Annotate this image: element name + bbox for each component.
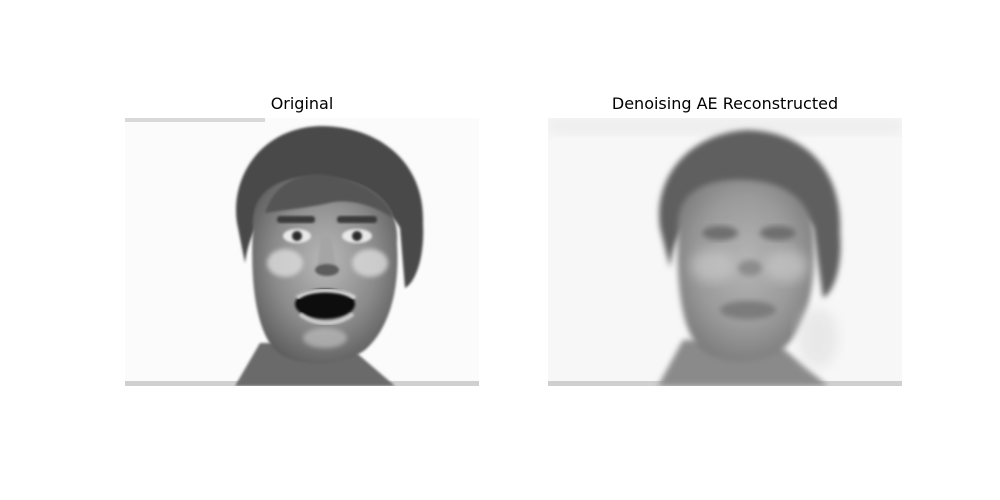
reconstructed-panel: Denoising AE Reconstructed bbox=[548, 93, 902, 389]
original-face-image bbox=[125, 118, 479, 386]
original-panel: Original bbox=[125, 93, 479, 389]
reconstructed-title: Denoising AE Reconstructed bbox=[611, 94, 839, 113]
original-title: Original bbox=[270, 94, 334, 113]
reconstructed-face-image bbox=[548, 118, 902, 386]
